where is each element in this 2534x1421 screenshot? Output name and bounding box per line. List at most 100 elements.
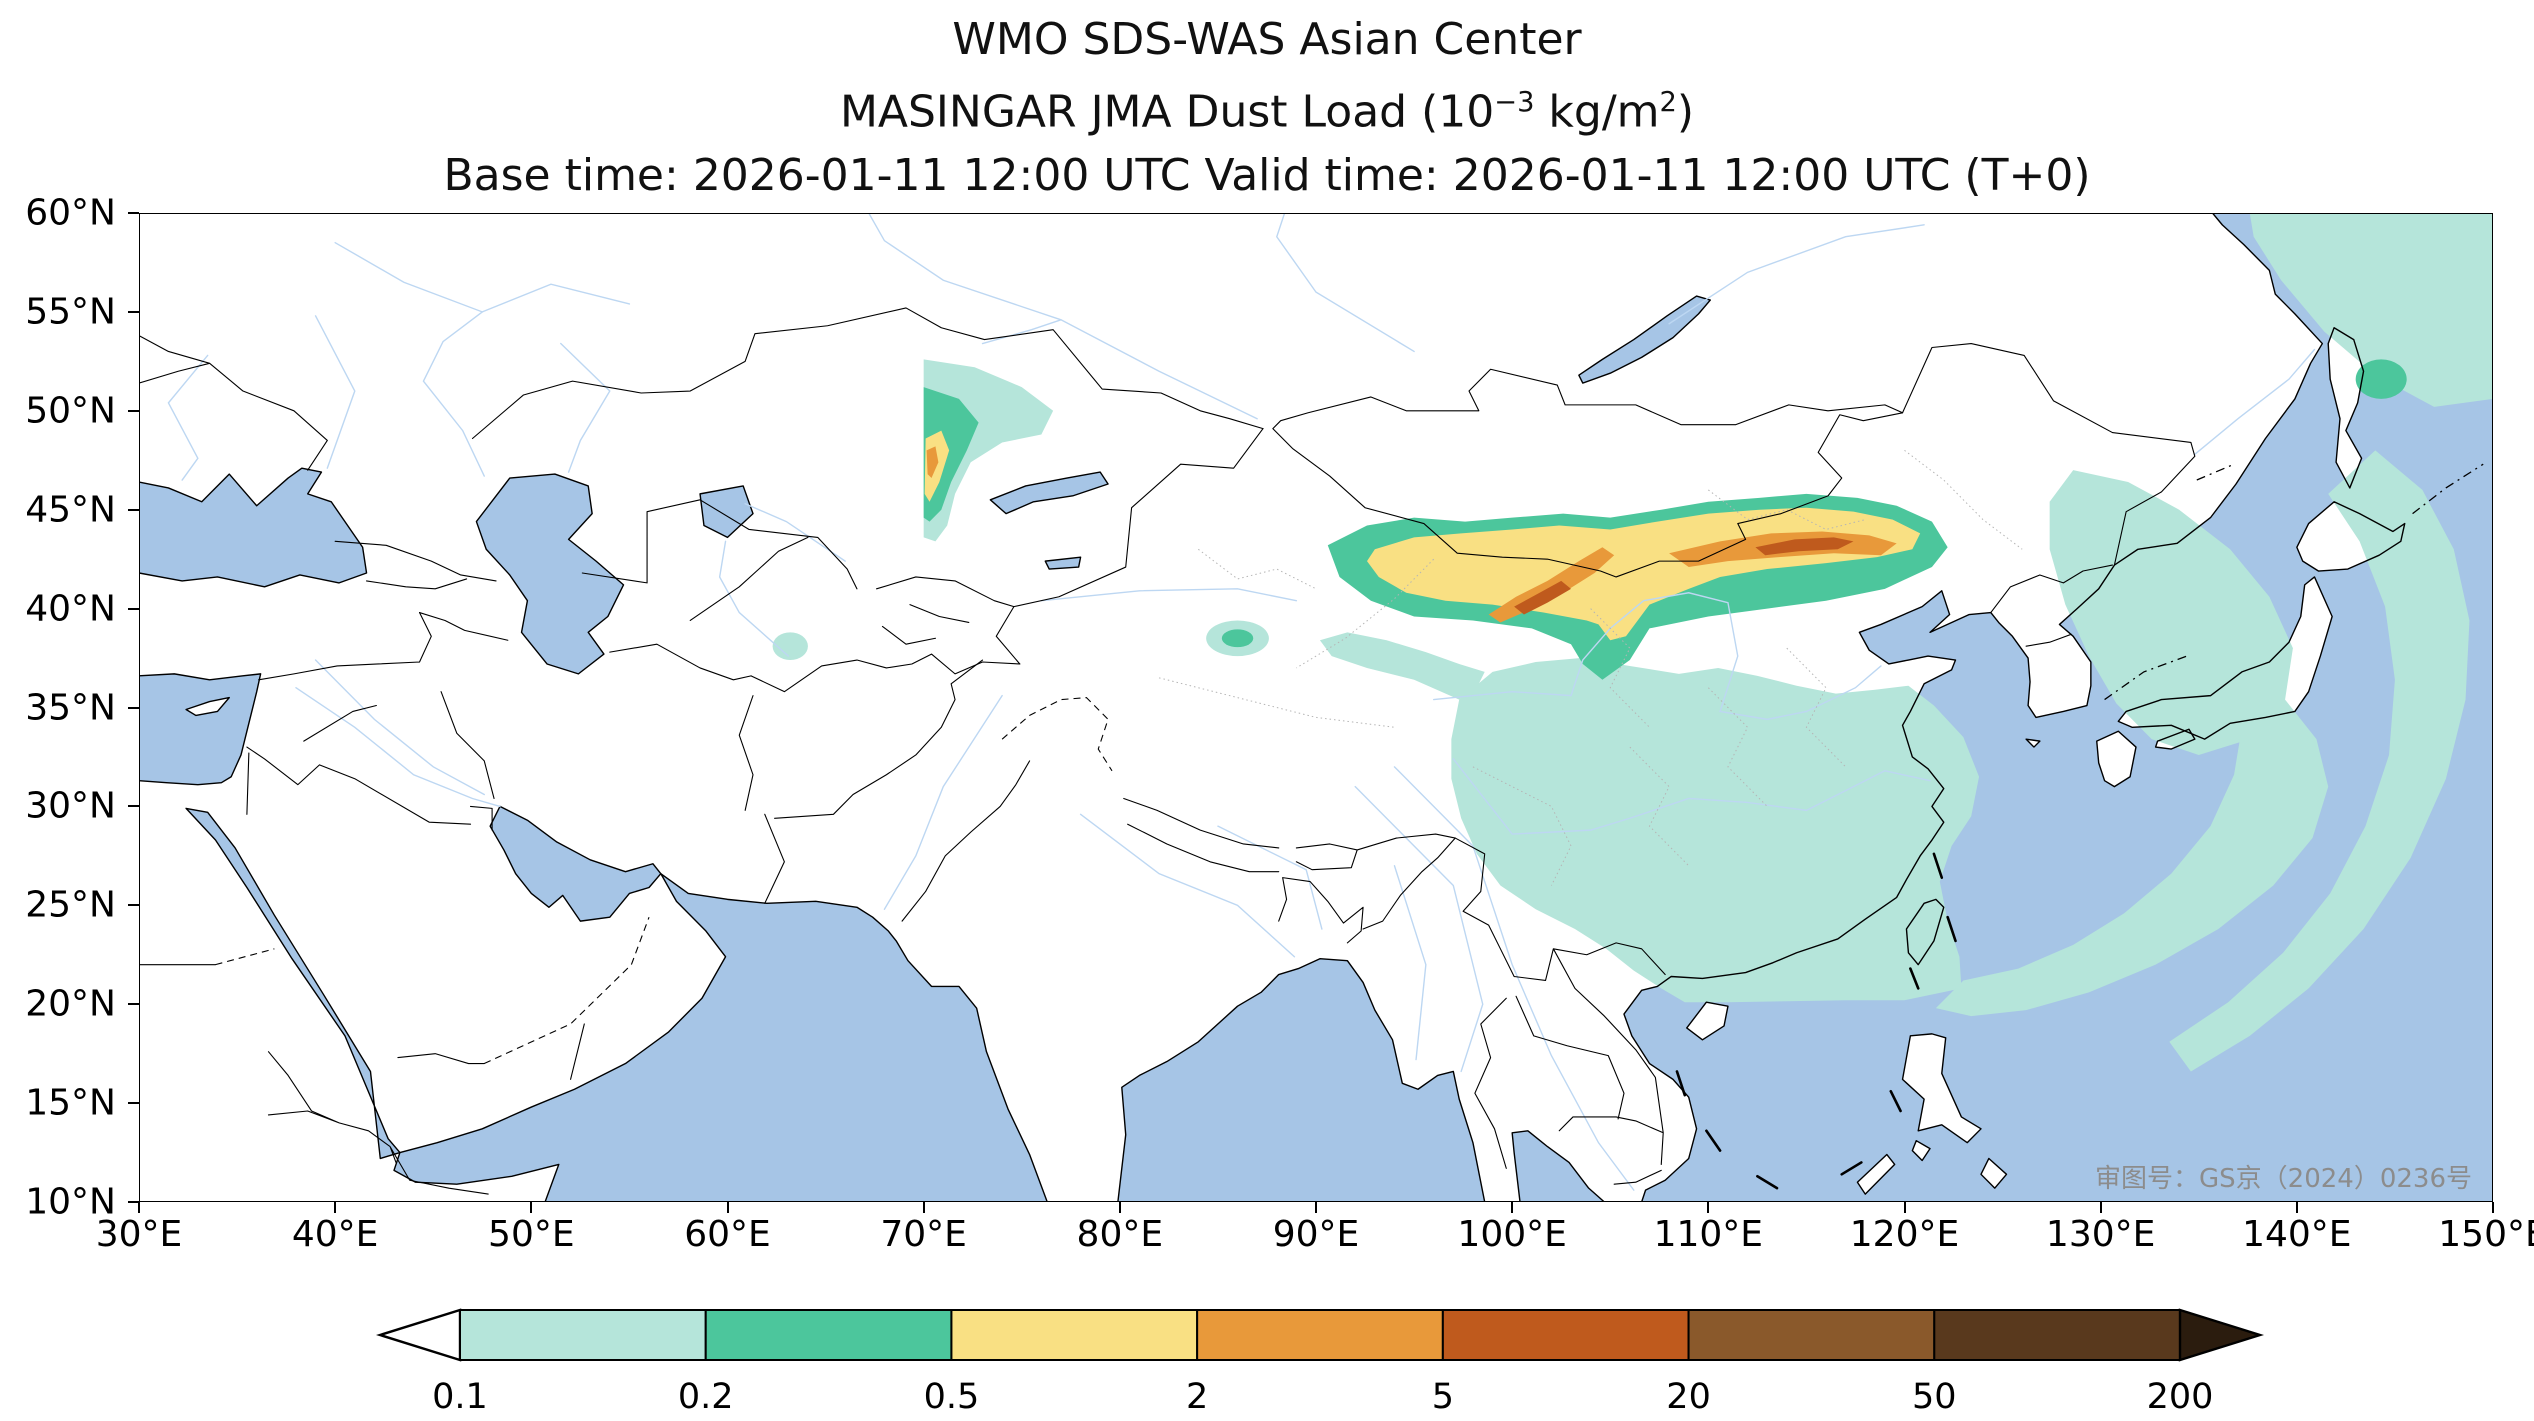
x-tick-mark	[1118, 1202, 1121, 1213]
tarim-river	[1041, 589, 1296, 601]
x-tick-label: 60°E	[684, 1214, 771, 1255]
red-sea	[186, 808, 400, 1159]
nine-dash-segment	[1677, 1071, 1685, 1095]
forecast-map	[139, 213, 2493, 1202]
euphrates-river	[316, 660, 485, 795]
dust-level1-okhotsk	[2249, 213, 2493, 407]
y-tick-mark	[128, 607, 139, 610]
colorbar-tick-label: 50	[1912, 1377, 1957, 1417]
province-line	[1159, 678, 1394, 727]
yenisei-river	[1277, 213, 1414, 351]
y-tick-label: 45°N	[25, 489, 116, 531]
x-tick-label: 150°E	[2438, 1214, 2534, 1255]
irtysh-river	[983, 320, 1061, 344]
x-tick-mark	[726, 1202, 729, 1213]
dust-level2-tarim-spot	[1221, 629, 1254, 648]
x-tick-label: 90°E	[1272, 1214, 1360, 1255]
province-borders	[1159, 450, 2022, 885]
mongolia-border	[1273, 369, 1903, 577]
province-line	[1708, 688, 1767, 807]
country-borders	[139, 308, 2195, 1194]
okhotsk-boundary	[2197, 464, 2234, 480]
lena-river	[1669, 225, 1924, 324]
map-review-number: 审图号：GS京（2024）0236号	[2095, 1164, 2472, 1194]
dust-level5-core-west	[1514, 580, 1572, 615]
dust-level2-kazakhstan	[923, 387, 979, 522]
red-sea-coast	[186, 808, 400, 1158]
china-west-border	[996, 429, 1263, 664]
x-tick-label: 40°E	[291, 1214, 379, 1255]
don-river	[316, 316, 355, 468]
x-tick-label: 120°E	[1849, 1214, 1960, 1255]
x-tick-mark	[2099, 1202, 2102, 1213]
colorbar-tick-label: 0.2	[678, 1377, 734, 1417]
x-tick-mark	[2492, 1202, 2494, 1213]
persian-gulf	[490, 806, 661, 922]
turkey-iran-iraq-borders	[259, 613, 494, 799]
brahmaputra-river	[1218, 826, 1322, 929]
colorbar-tick-label: 20	[1666, 1377, 1711, 1417]
ob-river	[869, 213, 1257, 419]
africa-borders	[139, 965, 488, 1194]
province-line	[1905, 450, 2023, 549]
colorbar-segment	[1441, 1309, 1690, 1361]
salween-river	[1355, 787, 1483, 1072]
dnieper-river	[168, 355, 207, 480]
gulf-of-thailand	[1512, 1130, 1605, 1202]
china-russia-korea-borders	[1903, 344, 2195, 647]
title-line-2: MASINGAR JMA Dust Load (10−3 kg/m2)	[0, 71, 2534, 144]
y-tick-label: 60°N	[25, 192, 116, 234]
nine-dash-segment	[1948, 917, 1956, 941]
dust-level3-kazakh-streak	[924, 430, 950, 502]
x-axis-tick-labels: 30°E 40°E 50°E 60°E 70°E 80°E 90°E 100°E 110°E 12…	[96, 1214, 2534, 1260]
aral-sea	[700, 485, 754, 538]
colorbar-tick-label: 0.5	[924, 1377, 980, 1417]
ural-river	[561, 344, 610, 473]
title-exponent-2: 2	[1659, 87, 1677, 118]
arabia-dashed-border	[484, 917, 649, 1063]
title-block: WMO SDS-WAS Asian Center MASINGAR JMA Du…	[0, 8, 2534, 207]
dust-level1-spot-turkmen	[772, 632, 808, 661]
nine-dash-segment	[1910, 969, 1918, 989]
y-tick-mark	[128, 1201, 139, 1203]
levant-borders	[247, 747, 584, 1079]
ganges-river	[1081, 814, 1295, 956]
y-tick-label: 35°N	[25, 687, 116, 728]
colorbar-tick-label: 0.1	[432, 1377, 488, 1417]
nine-dash-segment	[1891, 1091, 1901, 1111]
indus-river	[884, 696, 1002, 910]
province-line	[1591, 609, 1650, 728]
y-tick-label: 25°N	[25, 884, 116, 926]
y-tick-mark	[128, 1003, 139, 1006]
y-tick-mark	[128, 904, 139, 907]
x-tick-mark	[1903, 1202, 1906, 1213]
y-tick-label: 50°N	[25, 390, 116, 432]
x-tick-mark	[1707, 1202, 1710, 1213]
y-tick-mark	[128, 706, 139, 709]
y-axis-tick-marks	[128, 212, 139, 1203]
irrawaddy-river	[1394, 866, 1425, 1060]
y-tick-mark	[128, 508, 139, 511]
colorbar-over-arrow	[2178, 1308, 2265, 1362]
colorbar-tick-label: 2	[1186, 1377, 1208, 1417]
province-line	[1630, 747, 1689, 866]
syr-darya	[745, 504, 845, 561]
x-tick-mark	[1511, 1202, 1514, 1213]
colorbar-segment	[1687, 1309, 1936, 1361]
colorbar-segment	[1196, 1309, 1444, 1361]
x-tick-mark	[334, 1202, 337, 1213]
kashmir-dashed-border	[1002, 698, 1112, 771]
title-exponent: −3	[1494, 87, 1535, 118]
colorbar-segment	[459, 1309, 707, 1361]
south-asia-borders	[739, 660, 1455, 943]
kazakh-russia-border	[472, 308, 1263, 439]
x-tick-mark	[530, 1202, 533, 1213]
province-line	[1296, 559, 1433, 668]
title-line-1: WMO SDS-WAS Asian Center	[952, 14, 1582, 65]
x-tick-label: 140°E	[2242, 1214, 2352, 1255]
x-tick-mark	[1315, 1202, 1317, 1213]
x-axis-tick-marks	[138, 1202, 2494, 1214]
nine-dash-segment	[1842, 1162, 1862, 1174]
rivers	[168, 213, 2314, 1190]
